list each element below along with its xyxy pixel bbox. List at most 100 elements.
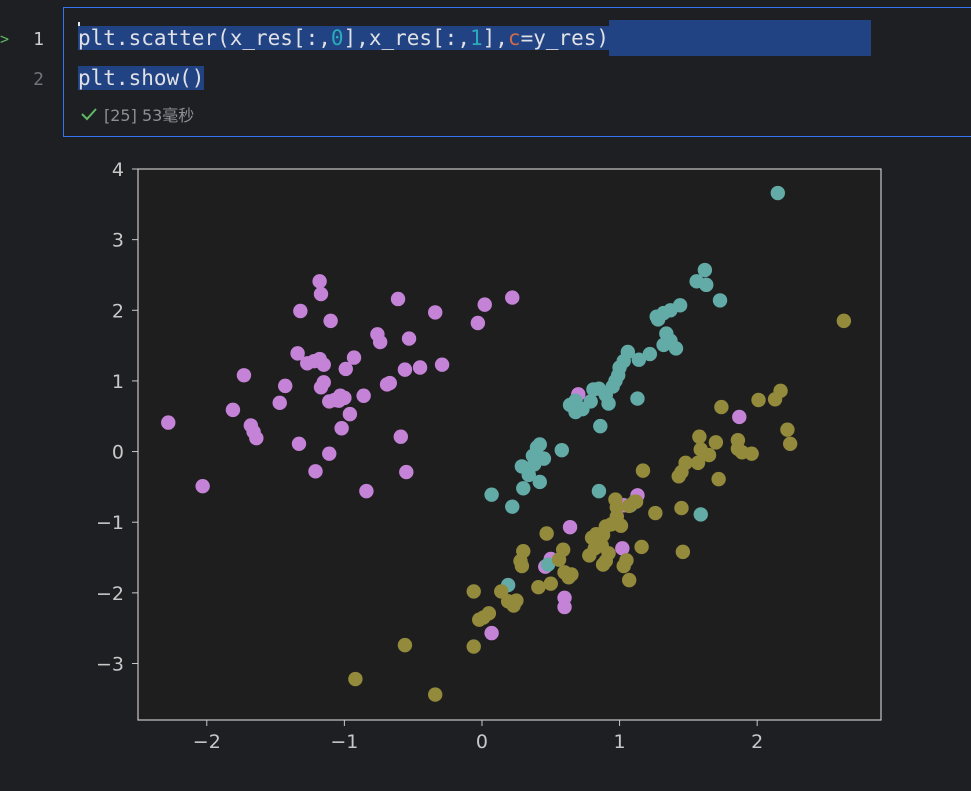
scatter-point <box>562 519 578 535</box>
scatter-point <box>554 442 569 458</box>
code-line-2[interactable]: plt.show() <box>78 60 205 96</box>
scatter-point <box>249 430 264 446</box>
scatter-point <box>372 334 388 350</box>
scatter-point <box>477 297 492 312</box>
scatter-point <box>697 262 713 278</box>
scatter-point <box>466 639 481 654</box>
scatter-point <box>334 421 349 436</box>
scatter-point <box>712 293 728 308</box>
scatter-point <box>290 346 305 361</box>
scatter-point <box>397 637 413 653</box>
scatter-point <box>622 498 637 514</box>
scatter-point <box>382 375 397 391</box>
line-number: 2 <box>33 69 44 90</box>
scatter-point <box>397 362 413 377</box>
check-icon <box>80 106 98 126</box>
scatter-point <box>291 436 307 451</box>
y-tick-label: 0 <box>112 442 124 464</box>
scatter-point <box>557 599 572 615</box>
x-tick-label: 2 <box>751 731 763 753</box>
scatter-plot-output: −2 −1 0 1 2 −3 −2 −1 0 1 2 3 4 <box>82 150 902 764</box>
scatter-point <box>390 291 406 307</box>
scatter-point <box>767 392 783 407</box>
scatter-point <box>568 393 583 408</box>
code-token: 0 <box>330 26 344 50</box>
scatter-point <box>393 429 409 444</box>
scatter-point <box>434 357 450 372</box>
execution-duration: 53毫秒 <box>141 106 195 125</box>
scatter-point <box>313 286 329 302</box>
scatter-point <box>551 552 567 567</box>
scatter-point <box>514 558 530 574</box>
scatter-point <box>356 388 371 403</box>
y-tick-label: −2 <box>96 583 124 605</box>
scatter-point <box>484 487 499 502</box>
code-token: plt.scatter(x_res[:, <box>78 26 331 50</box>
scatter-point <box>505 499 520 514</box>
scatter-point <box>472 612 487 627</box>
scatter-point <box>323 313 338 329</box>
scatter-point <box>648 505 663 521</box>
code-line-1[interactable]: plt.scatter(x_res[:,0],x_res[:,1],c=y_re… <box>78 20 872 56</box>
scatter-point <box>744 446 759 461</box>
scatter-point <box>631 352 647 367</box>
scatter-point <box>780 422 795 437</box>
scatter-point <box>751 392 766 408</box>
scatter-point <box>591 483 607 499</box>
scatter-point <box>348 671 363 687</box>
scatter-point <box>649 309 664 324</box>
line-number: 1 <box>33 29 44 50</box>
y-tick-label: −1 <box>96 512 124 534</box>
code-token: ], <box>482 26 508 50</box>
execution-count: [25] <box>104 106 137 125</box>
scatter-point <box>470 315 486 331</box>
scatter-point <box>671 469 686 484</box>
scatter-point <box>630 391 645 406</box>
scatter-point <box>668 341 684 356</box>
scatter-point <box>316 375 331 390</box>
x-tick-label: 0 <box>476 731 488 753</box>
scatter-point <box>338 361 353 377</box>
scatter-point <box>272 395 287 411</box>
scatter-point <box>532 474 547 490</box>
scatter-point <box>195 478 210 494</box>
scatter-chart: −2 −1 0 1 2 −3 −2 −1 0 1 2 3 4 <box>96 159 882 753</box>
scatter-point <box>674 500 689 516</box>
scatter-point <box>689 274 704 289</box>
scatter-point <box>293 303 308 319</box>
y-tick-label: 4 <box>112 159 124 181</box>
scatter-point <box>730 433 746 448</box>
scatter-point <box>316 357 331 372</box>
scatter-point <box>428 305 443 320</box>
scatter-point <box>278 378 293 394</box>
scatter-point <box>401 331 417 346</box>
scatter-point <box>584 530 600 545</box>
code-token: =y_res) <box>520 26 610 50</box>
scatter-point <box>161 415 176 430</box>
scatter-point <box>582 548 597 563</box>
x-tick-label: 1 <box>614 731 626 753</box>
execution-status: [25] 53毫秒 <box>80 106 194 126</box>
scatter-point <box>593 418 608 434</box>
scatter-point <box>342 406 358 422</box>
x-tick-label: −1 <box>330 731 358 753</box>
scatter-point <box>564 567 579 582</box>
scatter-point <box>412 360 428 375</box>
scatter-point <box>359 483 374 499</box>
code-token: 1 <box>469 26 483 50</box>
run-arrow-icon[interactable]: > <box>0 30 10 48</box>
scatter-point <box>312 274 327 289</box>
scatter-point <box>236 368 252 383</box>
scatter-point <box>531 579 546 595</box>
scatter-point <box>337 390 352 406</box>
scatter-point <box>516 481 531 496</box>
notebook-code-cell[interactable]: plt.scatter(x_res[:,0],x_res[:,1],c=y_re… <box>63 7 971 137</box>
scatter-point <box>634 539 649 555</box>
plot-area <box>137 168 882 721</box>
scatter-point <box>770 185 786 201</box>
scatter-point <box>521 467 536 483</box>
scatter-point <box>225 402 241 418</box>
scatter-point <box>595 557 611 572</box>
scatter-point <box>708 435 724 450</box>
scatter-point <box>543 576 558 591</box>
